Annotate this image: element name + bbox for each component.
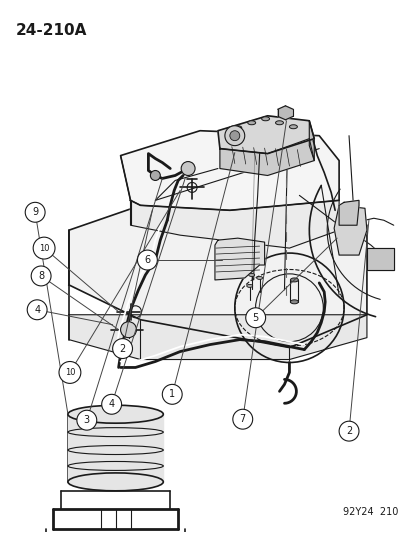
Ellipse shape — [68, 473, 163, 491]
Text: 4: 4 — [34, 305, 40, 315]
Circle shape — [162, 384, 182, 404]
Polygon shape — [68, 414, 163, 482]
Circle shape — [33, 237, 55, 259]
Polygon shape — [69, 200, 366, 348]
Ellipse shape — [68, 405, 163, 423]
Polygon shape — [130, 200, 338, 248]
Text: 8: 8 — [38, 271, 44, 281]
Ellipse shape — [248, 273, 254, 277]
Ellipse shape — [275, 121, 283, 125]
Ellipse shape — [256, 277, 262, 279]
Circle shape — [224, 126, 244, 146]
Circle shape — [31, 266, 51, 286]
Ellipse shape — [261, 117, 269, 121]
Circle shape — [25, 203, 45, 222]
Text: 3: 3 — [83, 415, 90, 425]
Text: 2: 2 — [345, 426, 351, 436]
Text: 4: 4 — [108, 399, 114, 409]
Circle shape — [229, 131, 239, 141]
Circle shape — [77, 410, 97, 430]
Ellipse shape — [246, 285, 252, 287]
Circle shape — [120, 322, 136, 337]
Circle shape — [181, 161, 195, 175]
Polygon shape — [333, 205, 366, 255]
Polygon shape — [69, 315, 366, 360]
Polygon shape — [214, 238, 264, 280]
Text: 5: 5 — [252, 313, 258, 323]
Polygon shape — [219, 139, 313, 175]
Text: 9: 9 — [32, 207, 38, 217]
Circle shape — [27, 300, 47, 320]
Circle shape — [232, 409, 252, 429]
Text: 92Y24  210: 92Y24 210 — [342, 507, 398, 516]
Circle shape — [112, 338, 132, 359]
Polygon shape — [217, 116, 313, 154]
Circle shape — [150, 171, 160, 181]
Polygon shape — [120, 131, 338, 211]
Text: 10: 10 — [64, 368, 75, 377]
Circle shape — [59, 361, 81, 383]
Ellipse shape — [290, 278, 298, 282]
Ellipse shape — [289, 125, 297, 129]
Polygon shape — [338, 200, 358, 225]
Circle shape — [338, 421, 358, 441]
Circle shape — [102, 394, 121, 414]
Circle shape — [245, 308, 265, 328]
Text: 6: 6 — [144, 255, 150, 265]
Circle shape — [137, 250, 157, 270]
Text: 10: 10 — [39, 244, 49, 253]
Ellipse shape — [247, 121, 255, 125]
Polygon shape — [366, 248, 393, 270]
Polygon shape — [309, 121, 313, 160]
Ellipse shape — [290, 300, 298, 304]
Ellipse shape — [233, 126, 241, 130]
Text: 7: 7 — [239, 414, 245, 424]
Text: 24-210A: 24-210A — [15, 23, 86, 38]
Text: 1: 1 — [169, 389, 175, 399]
Text: 2: 2 — [119, 344, 126, 353]
Polygon shape — [277, 106, 292, 120]
